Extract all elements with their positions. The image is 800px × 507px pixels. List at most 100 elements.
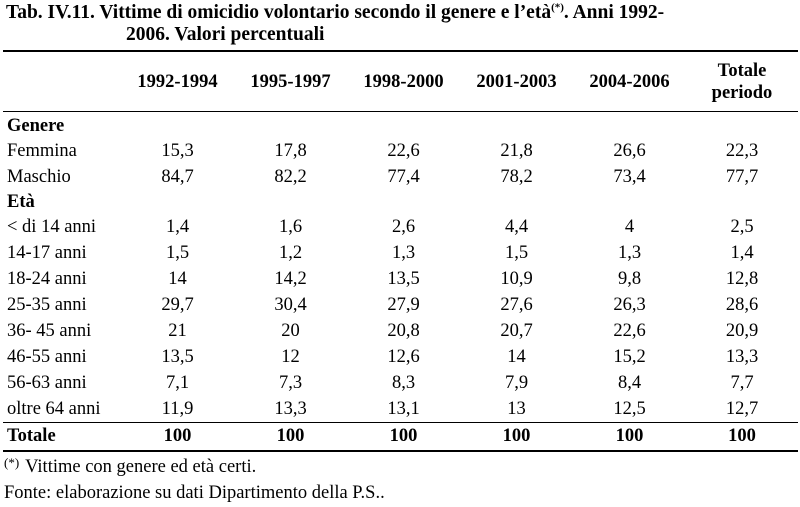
header-row: 1992-1994 1995-1997 1998-2000 2001-2003 …: [3, 51, 798, 112]
table-cell: 26,3: [613, 295, 646, 315]
total-cell: 100: [389, 426, 418, 446]
table-row: 14-17 anni 1,5 1,2 1,3 1,5 1,3 1,4: [3, 240, 798, 266]
table-cell: 1,3: [617, 243, 642, 263]
footnote: (*) Vittime con genere ed età certi.: [4, 452, 256, 478]
row-label: Maschio: [7, 167, 71, 187]
table-row: 18-24 anni 14 14,2 13,5 10,9 9,8 12,8: [3, 266, 798, 292]
table-row: 25-35 anni 29,7 30,4 27,9 27,6 26,3 28,6: [3, 292, 798, 318]
table-cell: 1,5: [165, 243, 190, 263]
header-period-5: 2004-2006: [589, 71, 670, 92]
table-cell: 22,6: [387, 141, 420, 161]
table-cell: 2,6: [391, 217, 416, 237]
table-cell: 28,6: [725, 295, 759, 315]
table-cell: 7,7: [730, 373, 754, 393]
table-cell: 12,7: [725, 399, 759, 419]
table-cell: 29,7: [161, 295, 194, 315]
table-cell: 12,5: [613, 399, 646, 419]
table-cell: 20,9: [725, 321, 759, 341]
table-cell: 77,4: [387, 167, 420, 187]
table-cell: 22,3: [725, 141, 759, 161]
table-cell: 12,8: [725, 269, 759, 289]
footnote-text: Vittime con genere ed età certi.: [25, 457, 257, 477]
table-cell: 73,4: [613, 167, 646, 187]
table-cell: 12,6: [387, 347, 420, 367]
table-cell: 13,5: [387, 269, 420, 289]
header-period-3: 1998-2000: [363, 71, 444, 92]
table-cell: 7,9: [504, 373, 529, 393]
table-cell: 13,5: [161, 347, 194, 367]
footnote-mark: (*): [4, 455, 20, 470]
table-cell: 14,2: [274, 269, 307, 289]
table-cell: 14: [168, 269, 187, 289]
row-label: 14-17 anni: [7, 243, 87, 263]
table-cell: 20,8: [387, 321, 420, 341]
section-label: Età: [7, 192, 35, 212]
table-cell: 13,3: [725, 347, 759, 367]
row-label: 46-55 anni: [7, 347, 87, 367]
table-cell: 10,9: [500, 269, 533, 289]
table-cell: 9,8: [617, 269, 642, 289]
table-cell: 21,8: [500, 141, 533, 161]
title-main: Tab. IV.11. Vittime di omicidio volontar…: [6, 2, 552, 23]
table-cell: 20,7: [500, 321, 533, 341]
row-label: 18-24 anni: [7, 269, 87, 289]
table-cell: 12: [281, 347, 300, 367]
table-cell: 2,5: [730, 217, 754, 237]
header-total-line1: Totale: [717, 60, 767, 81]
table-cell: 17,8: [274, 141, 307, 161]
table-cell: 8,4: [617, 373, 642, 393]
table-cell: 26,6: [613, 141, 646, 161]
table-cell: 30,4: [274, 295, 307, 315]
row-label: < di 14 anni: [7, 217, 97, 237]
table-cell: 27,9: [387, 295, 420, 315]
header-period-4: 2001-2003: [476, 71, 557, 92]
total-cell: 100: [728, 426, 756, 446]
table-cell: 15,3: [161, 141, 194, 161]
row-label: 25-35 anni: [7, 295, 87, 315]
header-period-1: 1992-1994: [137, 71, 218, 92]
total-cell: 100: [615, 426, 644, 446]
table-cell: 1,4: [730, 243, 754, 263]
table-cell: 78,2: [500, 167, 533, 187]
table-title: Tab. IV.11. Vittime di omicidio volontar…: [6, 2, 796, 46]
row-label: oltre 64 anni: [7, 399, 101, 419]
table-cell: 1,6: [278, 217, 303, 237]
table-cell: 15,2: [613, 347, 646, 367]
row-label: 36- 45 anni: [7, 321, 92, 341]
data-table: 1992-1994 1995-1997 1998-2000 2001-2003 …: [3, 50, 798, 452]
table-cell: 13,3: [274, 399, 307, 419]
table-row: 56-63 anni 7,1 7,3 8,3 7,9 8,4 7,7: [3, 370, 798, 396]
table-cell: 4,4: [504, 217, 529, 237]
table-row: Femmina 15,3 17,8 22,6 21,8 26,6 22,3: [3, 138, 798, 164]
table-cell: 1,2: [278, 243, 303, 263]
table-cell: 13: [507, 399, 526, 419]
table-cell: 1,4: [165, 217, 190, 237]
table-cell: 82,2: [274, 167, 307, 187]
title-line2: 2006. Valori percentuali: [126, 24, 325, 45]
section-row: Età: [3, 190, 798, 214]
table-cell: 1,3: [391, 243, 416, 263]
row-label: Femmina: [7, 141, 77, 161]
section-row: Genere: [3, 112, 798, 139]
table-cell: 22,6: [613, 321, 646, 341]
table-row: < di 14 anni 1,4 1,6 2,6 4,4 4 2,5: [3, 214, 798, 240]
source-note: Fonte: elaborazione su dati Dipartimento…: [4, 483, 385, 503]
table-cell: 27,6: [500, 295, 533, 315]
row-label: 56-63 anni: [7, 373, 87, 393]
table-row: Maschio 84,7 82,2 77,4 78,2 73,4 77,7: [3, 164, 798, 190]
header-empty: [3, 51, 121, 112]
total-cell: 100: [502, 426, 531, 446]
table-cell: 20: [281, 321, 300, 341]
table-cell: 77,7: [725, 167, 759, 187]
header-period-2: 1995-1997: [250, 71, 331, 92]
total-label: Totale: [7, 426, 56, 446]
header-total-line2: periodo: [711, 82, 773, 103]
table-cell: 11,9: [161, 399, 194, 419]
total-cell: 100: [163, 426, 192, 446]
table-cell: 7,3: [278, 373, 303, 393]
total-cell: 100: [276, 426, 305, 446]
table-cell: 1,5: [504, 243, 529, 263]
table-cell: 14: [507, 347, 526, 367]
table-row: 36- 45 anni 21 20 20,8 20,7 22,6 20,9: [3, 318, 798, 344]
table-cell: 21: [168, 321, 187, 341]
